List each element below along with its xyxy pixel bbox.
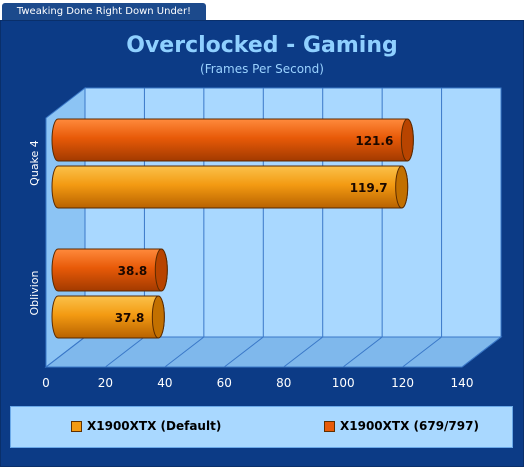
bar-cap bbox=[154, 248, 168, 292]
gridline-floor bbox=[461, 336, 502, 368]
tick-label: 80 bbox=[276, 376, 291, 390]
bar-cap bbox=[400, 118, 414, 162]
tick-label: 120 bbox=[391, 376, 414, 390]
site-tagline-tab: Tweaking Done Right Down Under! bbox=[2, 3, 206, 20]
tick-label: 140 bbox=[451, 376, 474, 390]
data-label: 119.7 bbox=[350, 181, 388, 195]
legend-label-default: X1900XTX (Default) bbox=[87, 419, 222, 433]
tick-label: 20 bbox=[98, 376, 113, 390]
data-label: 38.8 bbox=[118, 264, 148, 278]
gridline-floor bbox=[45, 336, 86, 368]
data-label: 121.6 bbox=[355, 134, 393, 148]
tick-label: 40 bbox=[157, 376, 172, 390]
plot-floor bbox=[44, 336, 503, 368]
bar-cap bbox=[151, 295, 165, 339]
tick-label: 100 bbox=[332, 376, 355, 390]
legend-label-overclocked: X1900XTX (679/797) bbox=[340, 419, 479, 433]
gridline-floor bbox=[283, 336, 324, 368]
chart-subtitle: (Frames Per Second) bbox=[200, 62, 324, 76]
category-label: Oblivion bbox=[28, 270, 41, 315]
legend-swatch-default bbox=[71, 420, 82, 432]
data-label: 37.8 bbox=[115, 311, 145, 325]
bar-cap bbox=[395, 165, 409, 209]
bar bbox=[51, 248, 168, 292]
tick-label: 60 bbox=[217, 376, 232, 390]
legend-item-overclocked: X1900XTX (679/797) bbox=[324, 419, 479, 433]
legend-swatch-overclocked bbox=[324, 420, 335, 432]
category-label: Quake 4 bbox=[28, 140, 41, 186]
gridline-floor bbox=[342, 336, 383, 368]
tick-label: 0 bbox=[42, 376, 50, 390]
gridline-floor bbox=[402, 336, 442, 368]
bar bbox=[51, 295, 165, 339]
legend: X1900XTX (Default) X1900XTX (679/797) bbox=[10, 406, 513, 448]
gridline-floor bbox=[164, 336, 205, 368]
gridline-floor bbox=[223, 336, 264, 368]
gridline-floor bbox=[105, 336, 145, 368]
chart-title: Overclocked - Gaming bbox=[126, 33, 398, 58]
legend-item-default: X1900XTX (Default) bbox=[71, 419, 221, 433]
